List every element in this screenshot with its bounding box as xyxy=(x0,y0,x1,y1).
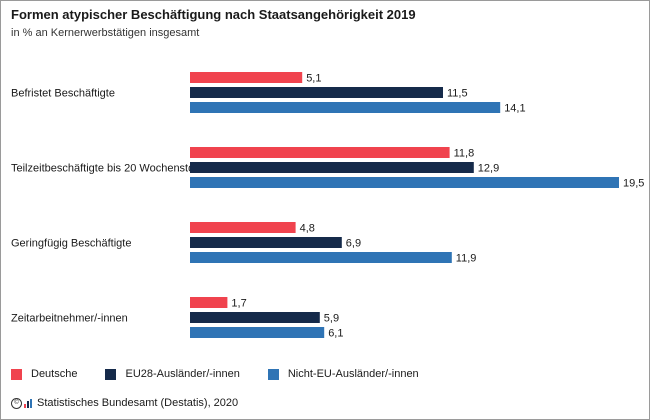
legend-item-nicht-eu: Nicht-EU-Ausländer/-innen xyxy=(267,368,419,380)
legend-label-eu28: EU28-Ausländer/-innen xyxy=(125,368,240,380)
legend-swatch-eu28 xyxy=(105,368,117,380)
legend: Deutsche EU28-Ausländer/-innen Nicht-EU-… xyxy=(11,368,447,380)
destatis-logo-icon xyxy=(24,398,34,408)
value-label-eu28-ausl-nder-innen-geringf-gig-besch-ftigte: 6,9 xyxy=(346,238,361,250)
value-label-nicht-eu-ausl-nder-innen-befristet-besch-ftigte: 14,1 xyxy=(504,103,525,115)
category-label-befristet-besch-ftigte: Befristet Beschäftigte xyxy=(11,88,115,100)
bar-eu28-ausl-nder-innen-teilzeitbesch-ftigte-bis-20-wochenstd xyxy=(190,162,474,173)
bar-deutsche-geringf-gig-besch-ftigte xyxy=(190,222,296,233)
value-label-eu28-ausl-nder-innen-teilzeitbesch-ftigte-bis-20-wochenstd: 12,9 xyxy=(478,163,499,175)
bar-eu28-ausl-nder-innen-geringf-gig-besch-ftigte xyxy=(190,237,342,248)
category-label-zeitarbeitnehmer-innen: Zeitarbeitnehmer/-innen xyxy=(11,313,128,325)
bar-deutsche-zeitarbeitnehmer-innen xyxy=(190,297,228,308)
bar-nicht-eu-ausl-nder-innen-geringf-gig-besch-ftigte xyxy=(190,252,452,263)
value-label-deutsche-zeitarbeitnehmer-innen: 1,7 xyxy=(231,298,246,310)
value-label-nicht-eu-ausl-nder-innen-teilzeitbesch-ftigte-bis-20-wochenstd: 19,5 xyxy=(623,178,644,190)
value-label-nicht-eu-ausl-nder-innen-geringf-gig-besch-ftigte: 11,9 xyxy=(456,253,477,265)
legend-label-deutsche: Deutsche xyxy=(31,368,78,380)
category-label-teilzeitbesch-ftigte-bis-20-wochenstd: Teilzeitbeschäftigte bis 20 Wochenstd. xyxy=(11,163,197,175)
source-line: © Statistisches Bundesamt (Destatis), 20… xyxy=(11,397,238,409)
bar-eu28-ausl-nder-innen-befristet-besch-ftigte xyxy=(190,87,443,98)
source-text: Statistisches Bundesamt (Destatis), 2020 xyxy=(37,397,239,409)
category-label-geringf-gig-besch-ftigte: Geringfügig Beschäftigte xyxy=(11,238,131,250)
legend-swatch-deutsche xyxy=(11,368,22,380)
value-label-eu28-ausl-nder-innen-zeitarbeitnehmer-innen: 5,9 xyxy=(324,313,339,325)
value-label-deutsche-geringf-gig-besch-ftigte: 4,8 xyxy=(300,223,315,235)
bar-nicht-eu-ausl-nder-innen-zeitarbeitnehmer-innen xyxy=(190,327,325,338)
bar-eu28-ausl-nder-innen-zeitarbeitnehmer-innen xyxy=(190,312,320,323)
legend-item-eu28: EU28-Ausländer/-innen xyxy=(105,368,240,380)
value-label-deutsche-befristet-besch-ftigte: 5,1 xyxy=(306,73,321,85)
copyright-icon: © xyxy=(11,397,22,409)
bar-nicht-eu-ausl-nder-innen-befristet-besch-ftigte xyxy=(190,102,501,113)
bar-deutsche-teilzeitbesch-ftigte-bis-20-wochenstd xyxy=(190,147,450,158)
chart-subtitle: in % an Kernerwerbstätigen insgesamt xyxy=(11,27,200,39)
legend-label-nicht-eu: Nicht-EU-Ausländer/-innen xyxy=(287,368,419,380)
legend-item-deutsche: Deutsche xyxy=(11,368,77,380)
legend-swatch-nicht-eu xyxy=(267,368,279,380)
bar-nicht-eu-ausl-nder-innen-teilzeitbesch-ftigte-bis-20-wochenstd xyxy=(190,177,619,188)
chart-title: Formen atypischer Beschäftigung nach Sta… xyxy=(11,7,416,22)
bar-chart: Befristet Beschäftigte 5,1 11,5 14,1 Teilzei… xyxy=(11,72,644,340)
value-label-eu28-ausl-nder-innen-befristet-besch-ftigte: 11,5 xyxy=(447,88,468,100)
value-label-deutsche-teilzeitbesch-ftigte-bis-20-wochenstd: 11,8 xyxy=(454,148,475,160)
bar-deutsche-befristet-besch-ftigte xyxy=(190,72,303,83)
value-label-nicht-eu-ausl-nder-innen-zeitarbeitnehmer-innen: 6,1 xyxy=(328,328,343,340)
